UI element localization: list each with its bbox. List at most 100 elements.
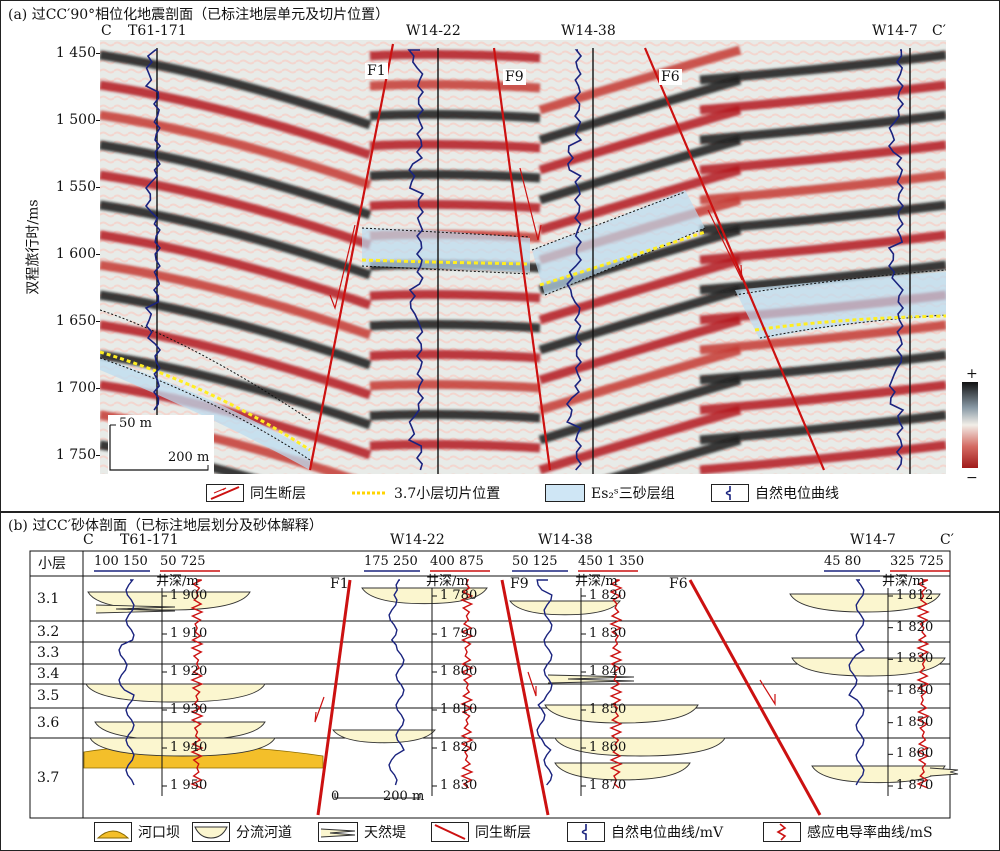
fault-label-f6: F6: [659, 69, 682, 85]
well-label-w14-7: W14-7: [872, 23, 918, 39]
panel-a-title: (a) 过CC′90°相位化地震剖面（已标注地层单元及切片位置）: [8, 7, 390, 23]
cond-range-label: 50 725: [160, 554, 206, 569]
y-tick-mark: [96, 120, 100, 121]
legend-b-levee: 天然堤: [318, 822, 406, 842]
depth-tick-label: 1 830: [440, 778, 478, 793]
depth-tick-label: 1 820: [440, 740, 478, 755]
depth-axis-label: 井深/m: [426, 574, 469, 589]
sp-range-label: 50 125: [512, 554, 558, 569]
cond-range-label: 450 1 350: [578, 554, 645, 569]
sand-section: [29, 550, 959, 819]
end-c-prime-label: C′: [932, 23, 946, 39]
b-end-c-label: C: [83, 532, 94, 548]
depth-tick-label: 1 840: [589, 664, 627, 679]
legend-a-slice: 3.7小层切片位置: [350, 483, 500, 503]
depth-tick-label: 1 830: [589, 626, 627, 641]
b-well-name: T61-171: [120, 532, 179, 548]
depth-tick-label: 1 850: [589, 702, 627, 717]
sp-range-label: 100 150: [94, 554, 148, 569]
b-end-c-prime-label: C′: [940, 532, 954, 548]
depth-tick-label: 1 850: [896, 714, 934, 730]
amplitude-colorbar: [962, 382, 978, 468]
sp-range-label: 45 80: [824, 554, 862, 569]
y-tick-label: 1 450: [55, 45, 96, 61]
seismic-section: [100, 40, 946, 474]
scale-horizontal-label: 200 m: [168, 450, 210, 465]
legend-b-channel: 分流河道: [192, 822, 292, 842]
slice-line-icon: [352, 491, 386, 495]
b-fault-label-f9: F9: [510, 576, 529, 592]
b-well-name: W14-22: [390, 532, 445, 548]
y-tick-mark: [96, 455, 100, 456]
y-tick-label: 1 700: [55, 380, 96, 396]
legend-b-conductivity: 感应电导率曲线/mS: [763, 822, 933, 842]
depth-tick-label: 1 790: [440, 626, 478, 641]
b-fault-label-f1: F1: [330, 576, 349, 592]
y-tick-mark: [96, 53, 100, 54]
well-label-w14-38: W14-38: [561, 23, 616, 39]
sp-range-label: 175 250: [364, 554, 418, 569]
depth-tick-label: 1 820: [896, 619, 934, 635]
y-tick-mark: [96, 388, 100, 389]
legend-a-sand-group: Es₂ˢ三砂层组: [545, 483, 675, 503]
b-well-name: W14-38: [538, 532, 593, 548]
layer-label: 3.6: [37, 715, 60, 731]
sp-curve-icon: [711, 484, 749, 502]
layer-label: 3.3: [37, 645, 60, 661]
growth-fault-icon: [206, 484, 244, 502]
y-tick-mark: [96, 254, 100, 255]
layer-label: 3.4: [37, 666, 60, 682]
legend-a-sp: 自然电位曲线: [711, 483, 839, 503]
legend-b-sp: 自然电位曲线/mV: [567, 822, 723, 842]
depth-tick-label: 1 860: [589, 740, 627, 755]
legend-a-fault: 同生断层: [206, 483, 306, 503]
fault-label-f1: F1: [365, 63, 388, 79]
scale-vertical-label: 50 m: [119, 416, 153, 431]
depth-axis-label: 井深/m: [882, 574, 925, 589]
depth-axis-label: 井深/m: [156, 574, 199, 589]
depth-tick-label: 1 812: [896, 588, 934, 603]
channel-icon: [192, 822, 230, 842]
b-scale-zero: 0: [331, 789, 340, 804]
depth-tick-label: 1 820: [589, 588, 627, 603]
sand-group-icon: [545, 484, 585, 502]
growth-fault-icon: [431, 822, 469, 842]
b-scale-length: 200 m: [383, 789, 425, 804]
colorbar-plus: +: [966, 366, 978, 382]
depth-tick-label: 1 920: [170, 664, 208, 679]
y-tick-label: 1 650: [55, 313, 96, 329]
cond-range-label: 325 725: [890, 554, 944, 569]
y-tick-mark: [96, 187, 100, 188]
y-tick-label: 1 500: [55, 112, 96, 128]
depth-tick-label: 1 870: [896, 778, 934, 793]
layer-header: 小层: [38, 556, 66, 572]
layer-label: 3.7: [37, 770, 60, 786]
legend-b-fault: 同生断层: [431, 822, 531, 842]
b-well-name: W14-7: [850, 532, 896, 548]
y-tick-label: 1 600: [55, 246, 96, 262]
layer-label: 3.2: [37, 623, 60, 640]
fault-label-f9: F9: [503, 69, 526, 85]
depth-tick-label: 1 780: [440, 588, 478, 603]
well-label-w14-22: W14-22: [406, 23, 461, 39]
y-tick-label: 1 550: [55, 179, 96, 195]
layer-label: 3.5: [37, 688, 60, 704]
y-axis-label: 双程旅行时/ms: [25, 199, 42, 295]
sp-curve-icon: [567, 822, 605, 842]
b-fault-label-f6: F6: [669, 576, 688, 592]
y-tick-mark: [96, 321, 100, 322]
layer-label: 3.1: [37, 590, 60, 607]
depth-axis-label: 井深/m: [575, 574, 618, 589]
depth-tick-label: 1 950: [170, 778, 208, 793]
levee-icon: [318, 822, 358, 842]
y-tick-label: 1 750: [55, 447, 96, 463]
well-label-t61-171: T61-171: [128, 23, 187, 39]
cond-range-label: 400 875: [430, 554, 484, 569]
depth-tick-label: 1 800: [440, 664, 478, 679]
panel-b-title: (b) 过CC′砂体剖面（已标注地层划分及砂体解释）: [8, 518, 323, 534]
depth-tick-label: 1 860: [896, 746, 934, 762]
end-c-label: C: [101, 23, 112, 39]
mouth-bar-icon: [94, 822, 132, 842]
depth-tick-label: 1 930: [170, 702, 208, 717]
conductivity-curve-icon: [763, 822, 801, 842]
